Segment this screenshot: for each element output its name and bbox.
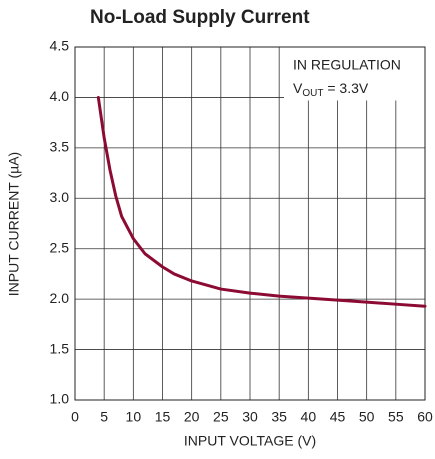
annotation-box — [284, 47, 425, 101]
annotation: VOUT = 3.3V — [293, 80, 369, 99]
x-axis-label: INPUT VOLTAGE (V) — [184, 433, 316, 449]
y-tick-label: 4.0 — [50, 88, 70, 104]
annotation: IN REGULATION — [293, 57, 401, 73]
y-tick-label: 2.0 — [50, 290, 70, 306]
y-tick-label: 2.5 — [50, 239, 70, 255]
x-tick-label: 45 — [330, 409, 346, 425]
y-tick-label: 1.5 — [50, 340, 70, 356]
x-tick-label: 0 — [71, 409, 79, 425]
x-tick-label: 35 — [271, 409, 287, 425]
x-tick-label: 55 — [388, 409, 404, 425]
x-tick-label: 5 — [100, 409, 108, 425]
x-tick-label: 25 — [213, 409, 229, 425]
annotation-part: = 3.3V — [323, 80, 368, 96]
plot-frame — [74, 46, 426, 401]
chart-title: No-Load Supply Current — [90, 7, 310, 28]
x-tick-label: 15 — [155, 409, 171, 425]
x-tick-label: 10 — [126, 409, 142, 425]
y-axis-label: INPUT CURRENT (µA) — [6, 152, 22, 296]
x-tick-label: 50 — [359, 409, 375, 425]
y-tick-label: 3.5 — [50, 139, 70, 155]
y-tick-label: 3.0 — [50, 189, 70, 205]
y-tick-label: 1.0 — [50, 391, 70, 407]
x-tick-label: 40 — [301, 409, 317, 425]
annotation-part: V — [293, 80, 303, 96]
x-tick-label: 20 — [184, 409, 200, 425]
x-tick-label: 30 — [242, 409, 258, 425]
line — [96, 95, 427, 308]
y-tick-label: 4.5 — [50, 38, 70, 54]
annotation-part: OUT — [302, 88, 323, 99]
x-tick-label: 60 — [417, 409, 433, 425]
